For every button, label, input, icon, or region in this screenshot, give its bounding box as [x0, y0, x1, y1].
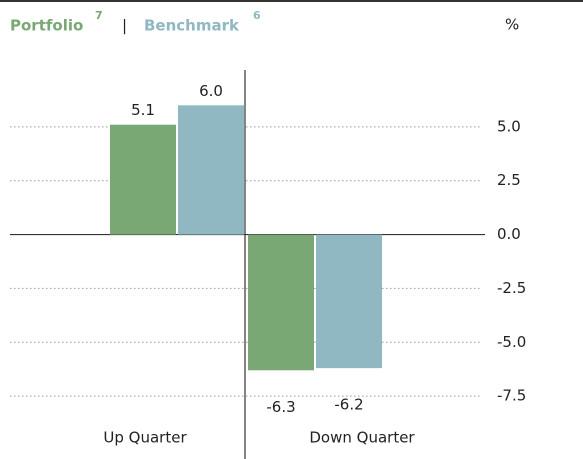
bar: [178, 105, 244, 235]
y-tick-label: -2.5: [497, 279, 526, 297]
legend-entry: Portfolio: [10, 17, 83, 35]
unit-label: %: [505, 16, 519, 34]
x-tick-label: Up Quarter: [103, 429, 187, 447]
y-tick-label: -7.5: [497, 387, 526, 405]
legend-separator: |: [122, 17, 127, 35]
legend-note: 6: [253, 9, 261, 22]
x-tick-label: Down Quarter: [309, 429, 415, 447]
data-label: 5.1: [131, 101, 155, 119]
y-tick-label: 0.0: [497, 225, 521, 243]
legend-note: 7: [95, 9, 103, 22]
y-tick-label: 5.0: [497, 117, 521, 135]
legend-entry: Benchmark: [144, 17, 240, 35]
data-label: -6.3: [266, 398, 295, 416]
bar: [316, 234, 382, 369]
y-tick-label: 2.5: [497, 171, 521, 189]
data-label: 6.0: [199, 82, 223, 100]
y-tick-label: -5.0: [497, 333, 526, 351]
bar: [248, 234, 314, 371]
bar: [110, 124, 176, 235]
data-label: -6.2: [334, 396, 363, 414]
